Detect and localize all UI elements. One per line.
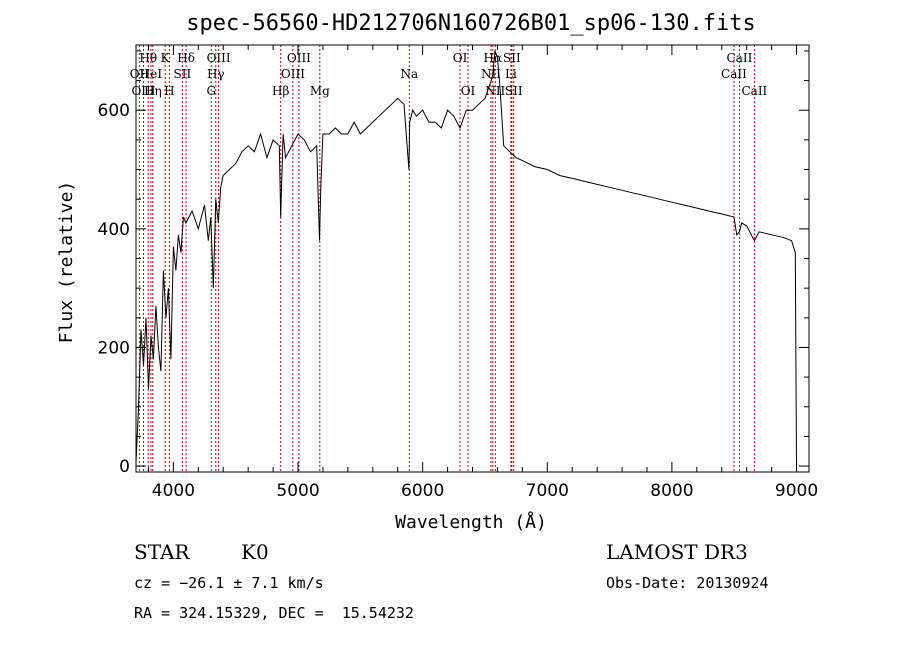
spectral-line-label: OIII bbox=[287, 51, 311, 65]
spectral-line-label: Hδ bbox=[177, 51, 195, 65]
object-subclass: K0 bbox=[241, 540, 269, 564]
chart-title: spec-56560-HD212706N160726B01_sp06-130.f… bbox=[186, 11, 756, 36]
coordinates-text: RA = 324.15329, DEC = 15.54232 bbox=[134, 604, 414, 622]
spectral-line-label: CaII bbox=[741, 84, 767, 98]
spectral-line-label: OI bbox=[461, 84, 476, 98]
y-tick-label: 0 bbox=[119, 457, 130, 477]
spectral-line-label: CaII bbox=[721, 67, 747, 81]
spectrum-series-line bbox=[135, 50, 797, 467]
spectral-line-label: Li bbox=[505, 67, 517, 81]
redshift-text: cz = −26.1 ± 7.1 km/s bbox=[134, 574, 324, 592]
spectral-line-label: K bbox=[161, 51, 171, 65]
spectral-line-label: OIII bbox=[281, 67, 305, 81]
spectral-line-label: Mg bbox=[310, 84, 330, 98]
spectral-line-label: OIII bbox=[131, 84, 155, 98]
spectral-line-label: SII bbox=[174, 67, 192, 81]
spectral-line-label: OII bbox=[130, 67, 150, 81]
x-tick-label: 7000 bbox=[526, 481, 569, 501]
spectral-line-label: OI bbox=[453, 51, 468, 65]
object-class: STAR bbox=[134, 540, 190, 564]
spectral-line-label: CaII bbox=[727, 51, 753, 65]
spectral-line-label: NII bbox=[485, 84, 505, 98]
x-tick-label: 6000 bbox=[401, 481, 444, 501]
y-tick-label: 600 bbox=[98, 101, 130, 121]
spectral-line-label: HeI bbox=[140, 67, 163, 81]
x-tick-label: 8000 bbox=[650, 481, 693, 501]
spectral-line-label: OIII bbox=[207, 51, 231, 65]
axis-ticks bbox=[136, 45, 809, 472]
x-tick-label: 5000 bbox=[276, 481, 319, 501]
spectral-line-label: Hη bbox=[144, 84, 162, 98]
y-tick-label: 200 bbox=[98, 338, 130, 358]
survey-name: LAMOST DR3 bbox=[606, 540, 748, 564]
axis-tick-labels: 4000 5000 6000 7000 8000 9000 0 200 400 600 bbox=[98, 101, 819, 501]
spectral-line-label: Hγ bbox=[207, 67, 225, 81]
spectral-line-label: SII bbox=[503, 51, 521, 65]
spectral-line-label: NII bbox=[481, 67, 501, 81]
x-tick-label: 9000 bbox=[775, 481, 818, 501]
spectral-line-label: Hθ bbox=[139, 51, 157, 65]
spectral-lines-layer bbox=[138, 45, 755, 472]
spectral-line-label: Hβ bbox=[272, 84, 289, 98]
y-axis-title: Flux (relative) bbox=[56, 181, 77, 344]
x-tick-label: 4000 bbox=[152, 481, 195, 501]
plot-frame bbox=[135, 44, 810, 473]
obs-date-text: Obs-Date: 20130924 bbox=[606, 574, 769, 592]
spectral-line-label: SII bbox=[505, 84, 523, 98]
spectral-line-label: Na bbox=[400, 67, 418, 81]
y-tick-label: 400 bbox=[98, 220, 130, 240]
spectral-line-label: G bbox=[206, 84, 216, 98]
x-axis-title: Wavelength (Å) bbox=[395, 511, 547, 533]
spectral-line-label: Hα bbox=[484, 51, 503, 65]
spectral-line-label: H bbox=[164, 84, 174, 98]
